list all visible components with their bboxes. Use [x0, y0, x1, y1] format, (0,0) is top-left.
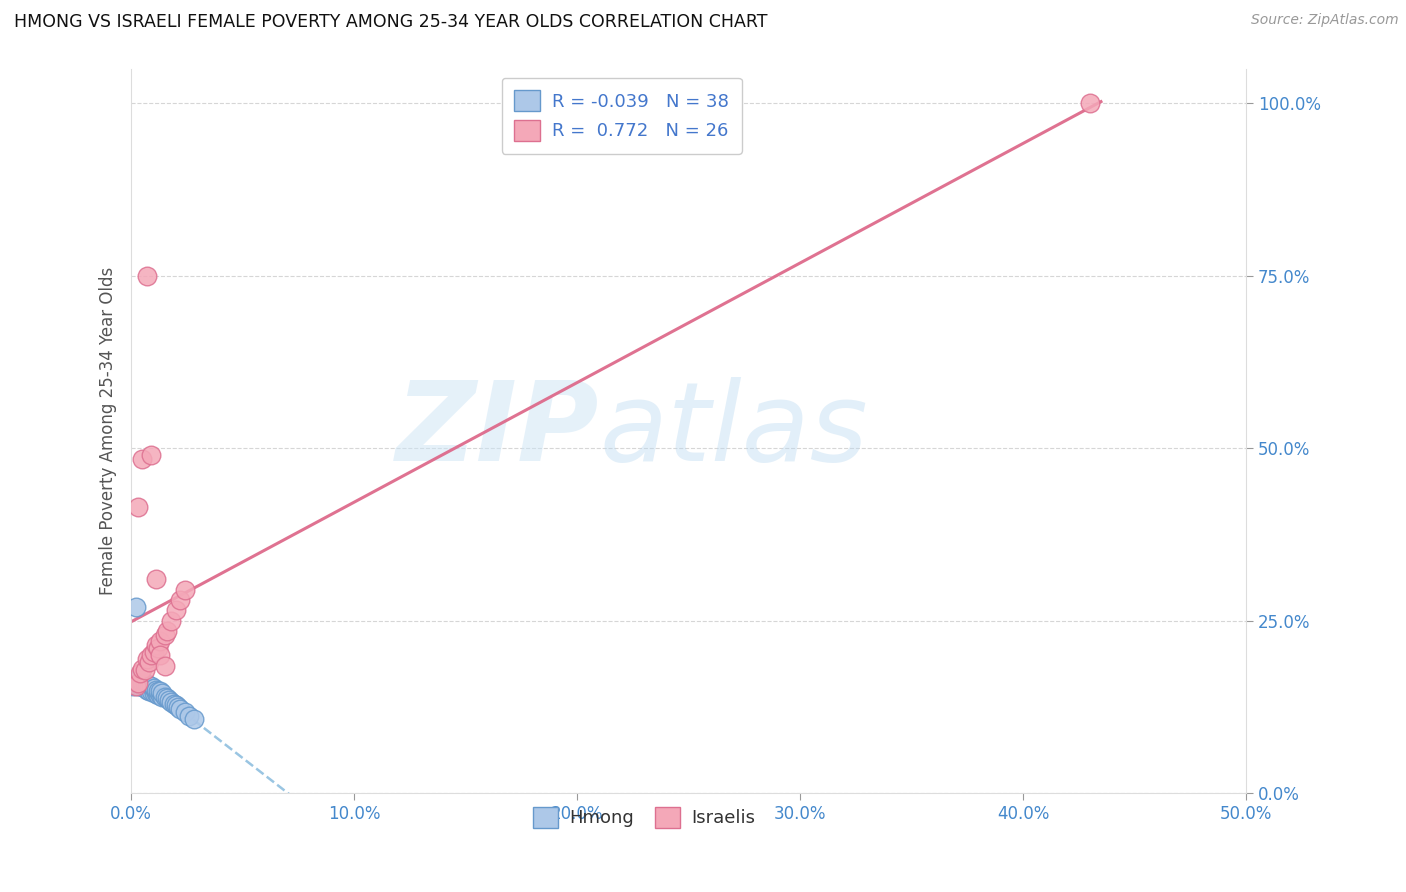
Point [141, 448, 163, 462]
Point [127, 679, 149, 693]
Point [152, 686, 174, 700]
Point [162, 697, 184, 711]
Point [149, 648, 172, 663]
Point [145, 572, 167, 586]
Legend: Hmong, Israelis: Hmong, Israelis [526, 800, 762, 835]
Point [157, 693, 180, 707]
Point [135, 677, 157, 691]
Point [179, 709, 201, 723]
Point [138, 679, 160, 693]
Point [125, 599, 148, 614]
Point [129, 665, 152, 680]
Point [149, 689, 172, 703]
Point [131, 662, 153, 676]
Point [153, 627, 176, 641]
Point [145, 638, 167, 652]
Point [138, 655, 160, 669]
Point [169, 593, 191, 607]
Point [173, 582, 195, 597]
Point [156, 624, 179, 639]
Point [141, 684, 163, 698]
Text: Source: ZipAtlas.com: Source: ZipAtlas.com [1251, 13, 1399, 28]
Point [165, 698, 187, 712]
Text: HMONG VS ISRAELI FEMALE POVERTY AMONG 25-34 YEAR OLDS CORRELATION CHART: HMONG VS ISRAELI FEMALE POVERTY AMONG 25… [14, 13, 768, 31]
Point [135, 268, 157, 283]
Point [146, 641, 169, 656]
Text: ZIP: ZIP [396, 377, 599, 484]
Point [138, 684, 160, 698]
Point [160, 695, 183, 709]
Point [183, 712, 205, 726]
Point [169, 702, 191, 716]
Point [125, 679, 148, 693]
Point [142, 645, 165, 659]
Point [131, 674, 153, 689]
Point [135, 682, 157, 697]
Point [131, 679, 153, 693]
Text: atlas: atlas [599, 377, 868, 484]
Point [167, 700, 190, 714]
Y-axis label: Female Poverty Among 25-34 Year Olds: Female Poverty Among 25-34 Year Olds [100, 267, 117, 595]
Point [127, 673, 149, 687]
Point [149, 634, 172, 648]
Point [141, 648, 163, 663]
Point [152, 690, 174, 704]
Point [142, 686, 165, 700]
Point [173, 705, 195, 719]
Point [165, 603, 187, 617]
Point [135, 651, 157, 665]
Point [129, 679, 152, 693]
Point [122, 679, 145, 693]
Point [153, 690, 176, 704]
Point [131, 451, 153, 466]
Point [134, 664, 156, 678]
Point [145, 686, 167, 700]
Point [153, 658, 176, 673]
Point [149, 684, 172, 698]
Point [125, 676, 148, 690]
Point [142, 681, 165, 696]
Point [129, 674, 152, 689]
Point [134, 681, 156, 696]
Point [156, 691, 179, 706]
Point [1078, 96, 1101, 111]
Point [145, 682, 167, 697]
Point [127, 500, 149, 514]
Point [141, 679, 163, 693]
Point [127, 676, 149, 690]
Point [146, 684, 169, 698]
Point [134, 676, 156, 690]
Point [146, 688, 169, 702]
Point [160, 614, 183, 628]
